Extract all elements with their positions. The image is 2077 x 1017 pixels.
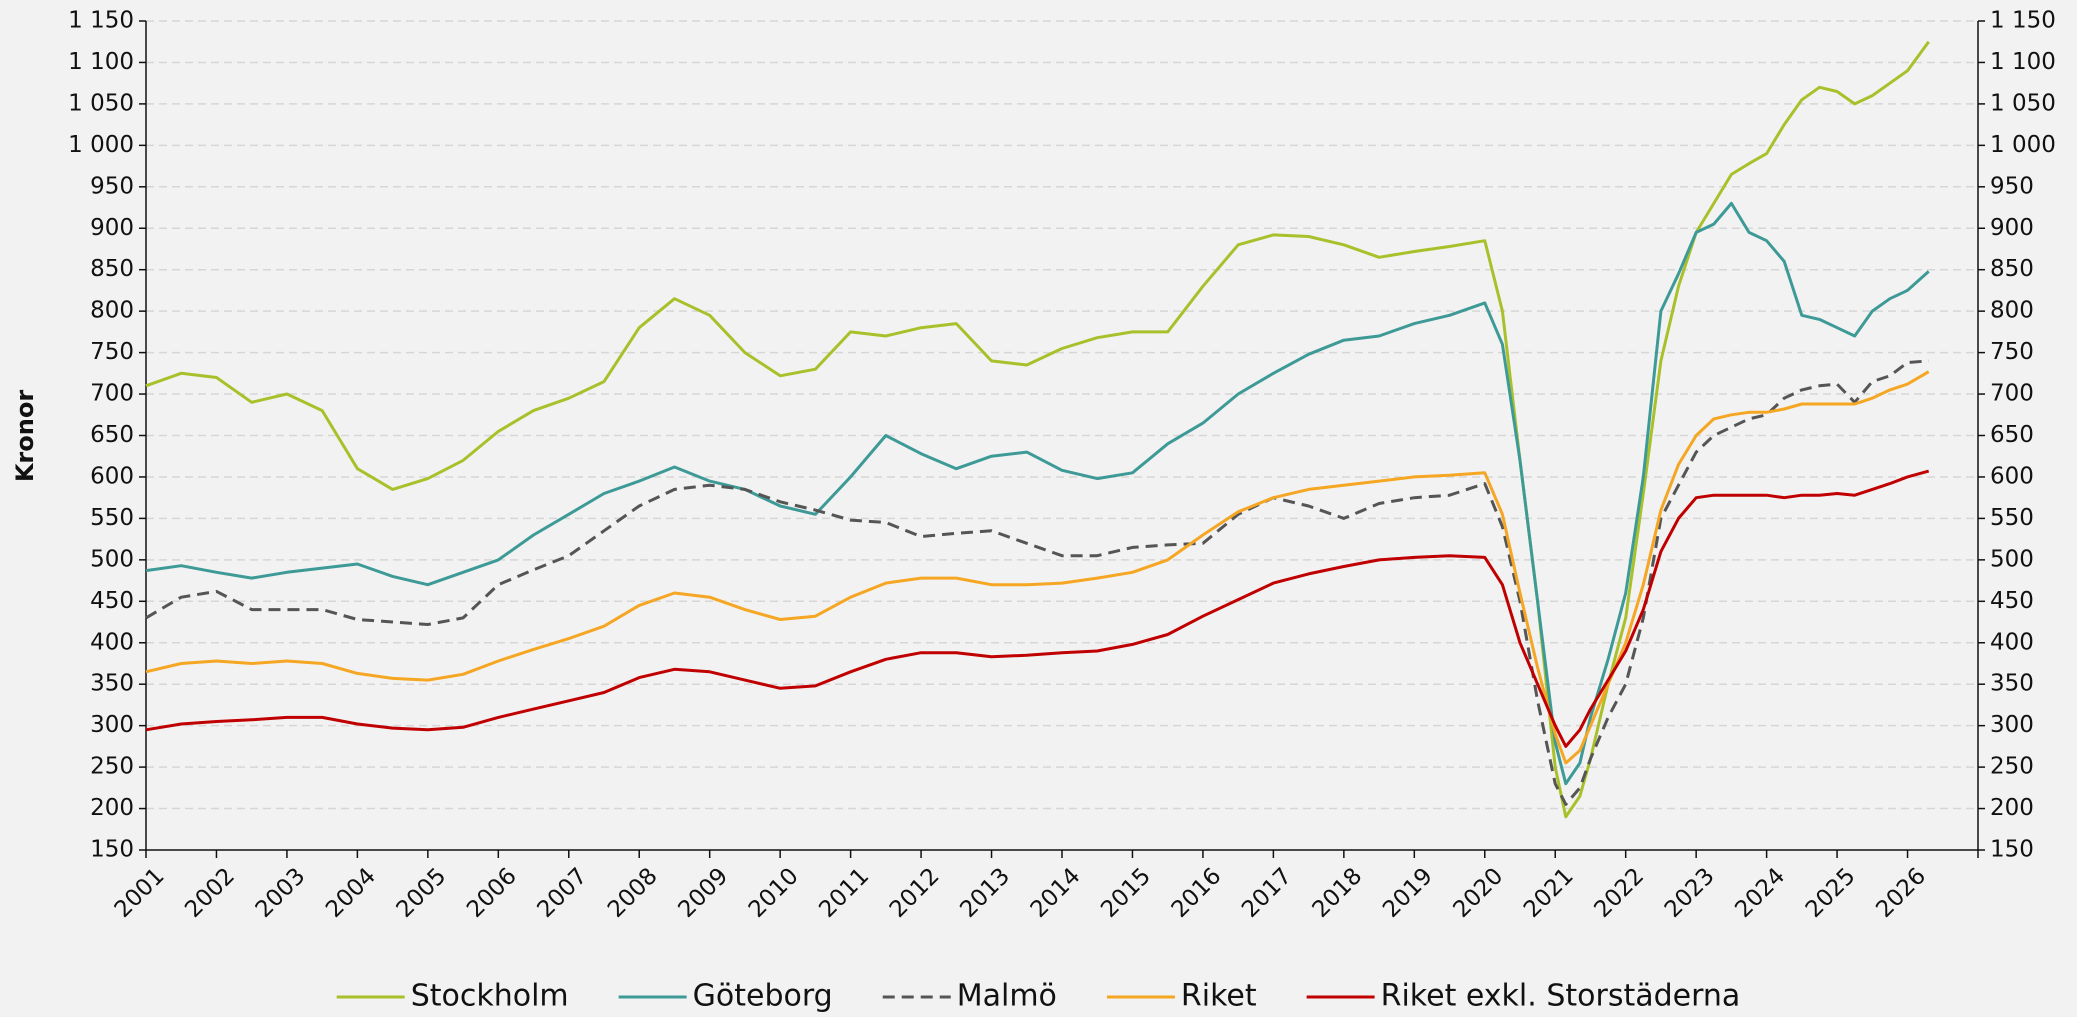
- y2-tick-label: 250: [1990, 754, 2034, 780]
- y-tick-label: 750: [90, 339, 134, 365]
- legend-label: Riket: [1181, 979, 1257, 1014]
- y2-tick-label: 1 150: [1990, 8, 2056, 34]
- series-line: [145, 370, 1930, 765]
- y-tick-label: 500: [90, 546, 134, 572]
- y-tick-label: 550: [90, 505, 134, 531]
- y-tick-label: 1 150: [68, 8, 134, 34]
- y-axis-label: Kronor: [11, 390, 39, 482]
- y-tick-label: 1 050: [68, 90, 134, 116]
- y-tick-label: 150: [90, 837, 134, 863]
- y2-tick-label: 700: [1990, 381, 2034, 407]
- y-tick-label: 850: [90, 256, 134, 282]
- y-tick-label: 800: [90, 298, 134, 324]
- y-tick-label: 900: [90, 215, 134, 241]
- y2-tick-label: 1 050: [1990, 90, 2056, 116]
- series-line: [145, 40, 1930, 819]
- y2-tick-label: 800: [1990, 298, 2034, 324]
- series-line: [145, 201, 1930, 786]
- y-tick-label: 400: [90, 629, 134, 655]
- y2-tick-label: 350: [1990, 671, 2034, 697]
- y-tick-label: 650: [90, 422, 134, 448]
- y2-tick-label: 750: [1990, 339, 2034, 365]
- y2-tick-label: 950: [1990, 173, 2034, 199]
- legend-label: Göteborg: [693, 979, 833, 1014]
- legend-label: Malmö: [957, 979, 1057, 1014]
- y2-tick-label: 850: [1990, 256, 2034, 282]
- y2-tick-label: 600: [1990, 463, 2034, 489]
- y2-tick-label: 300: [1990, 712, 2034, 738]
- y-tick-label: 600: [90, 463, 134, 489]
- y-tick-label: 1 000: [68, 132, 134, 158]
- y-tick-label: 350: [90, 671, 134, 697]
- y2-tick-label: 550: [1990, 505, 2034, 531]
- legend-label: Stockholm: [411, 979, 569, 1014]
- y-tick-label: 700: [90, 381, 134, 407]
- y2-tick-label: 400: [1990, 629, 2034, 655]
- y2-tick-label: 200: [1990, 795, 2034, 821]
- legend-label: Riket exkl. Storstäderna: [1381, 979, 1741, 1014]
- y-tick-label: 950: [90, 173, 134, 199]
- y2-tick-label: 500: [1990, 546, 2034, 572]
- y2-tick-label: 1 000: [1990, 132, 2056, 158]
- y2-tick-label: 1 100: [1990, 49, 2056, 75]
- y2-tick-label: 650: [1990, 422, 2034, 448]
- y2-tick-label: 150: [1990, 837, 2034, 863]
- y-tick-label: 250: [90, 754, 134, 780]
- y-tick-label: 1 100: [68, 49, 134, 75]
- y-tick-label: 200: [90, 795, 134, 821]
- y-tick-label: 300: [90, 712, 134, 738]
- legend: Stockholm Göteborg Malmö Riket Riket exkl. S…: [336, 979, 1741, 1014]
- y-tick-label: 450: [90, 588, 134, 614]
- y2-tick-label: 900: [1990, 215, 2034, 241]
- y2-tick-label: 450: [1990, 588, 2034, 614]
- series-line: [145, 469, 1930, 748]
